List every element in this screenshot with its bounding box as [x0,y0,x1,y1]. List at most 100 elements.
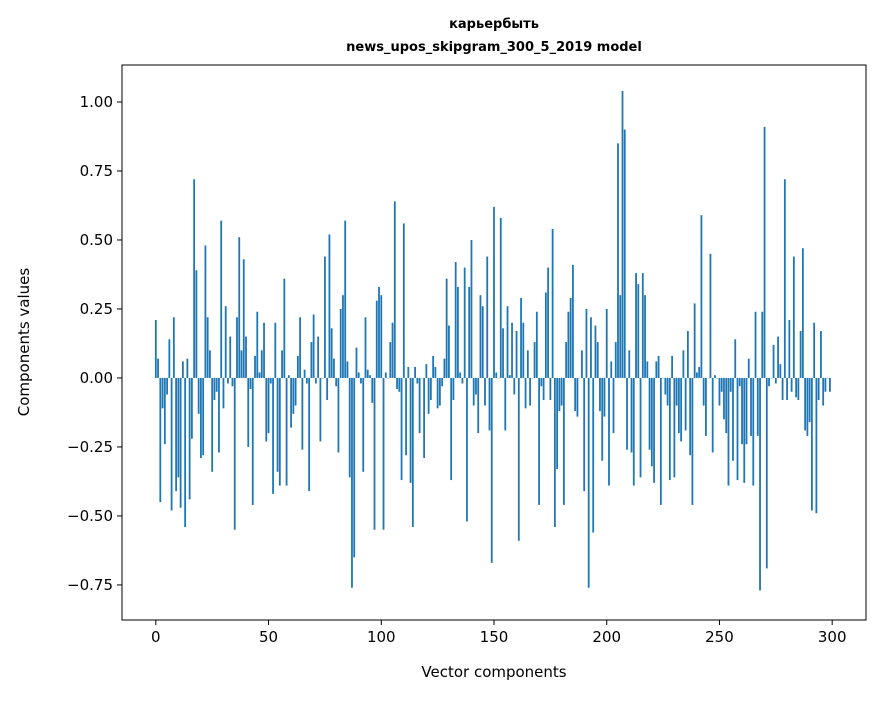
bar [259,372,261,378]
bar [295,378,297,406]
bar [193,179,195,378]
bar [658,356,660,378]
bar [676,378,678,406]
bar [186,359,188,378]
bar [655,361,657,378]
bar [268,378,270,433]
bar [471,240,473,378]
bar [549,378,551,400]
bar [606,309,608,378]
bar [786,378,788,400]
bar [292,378,294,414]
bar [333,359,335,378]
bar [374,378,376,530]
bar [511,323,513,378]
bar [441,378,443,386]
bar [802,248,804,378]
bar [250,378,252,389]
bar [714,375,716,378]
bar [644,295,646,378]
bar [209,350,211,378]
bar [401,378,403,480]
bar [766,378,768,568]
bar [419,378,421,433]
bar [534,342,536,378]
bar [392,323,394,378]
bar [818,378,820,400]
bar [362,378,364,472]
bar [633,378,635,486]
bar [457,287,459,378]
bar [773,345,775,378]
bar [238,237,240,378]
bar [779,364,781,378]
bar [324,257,326,378]
bar [279,378,281,486]
bar [628,350,630,378]
bar [752,378,754,486]
y-axis-ticks: −0.75−0.50−0.250.000.250.500.751.00 [67,93,122,594]
bar [164,378,166,444]
bar [777,337,779,378]
bar [664,378,666,395]
bar [502,328,504,378]
bar [561,378,563,406]
bar [371,378,373,403]
bar [340,309,342,378]
bar [626,378,628,450]
bar [310,342,312,378]
bar [574,378,576,411]
bar [376,301,378,378]
bar [572,265,574,378]
bar [516,331,518,378]
bar [317,337,319,378]
bar [299,317,301,378]
bar [331,328,333,378]
bar [791,378,793,392]
bar [466,378,468,522]
bar [245,337,247,378]
bar [319,378,321,441]
bar [405,378,407,455]
bar [495,372,497,378]
bar [274,323,276,378]
bar [522,323,524,378]
bar [412,378,414,527]
bar [191,378,193,439]
bar [782,378,784,400]
bar [800,331,802,378]
bars-group [155,91,831,591]
bar [660,378,662,505]
bar [171,378,173,510]
bar [552,229,554,378]
bar [425,364,427,378]
bar [423,378,425,458]
bar [288,375,290,378]
bar [610,361,612,378]
bar [263,323,265,378]
bar [723,378,725,419]
bar [211,378,213,472]
x-tick-label: 250 [705,628,734,646]
bar [678,378,680,433]
y-tick-label: 0.50 [80,231,113,249]
bar [270,378,272,384]
bar [162,378,164,408]
chart-subtitle: news_upos_skipgram_300_5_2019 model [346,40,642,55]
bar [484,378,486,406]
bar [304,370,306,378]
bar [721,378,723,392]
bar [189,378,191,499]
bar [797,378,799,400]
bar [297,356,299,378]
bar [527,350,529,378]
bar [739,378,741,386]
bar [236,317,238,378]
bar [811,378,813,510]
bar [329,234,331,378]
x-tick-label: 100 [367,628,396,646]
bar [601,378,603,461]
bar [622,91,624,378]
bar [286,378,288,486]
bar [804,378,806,430]
